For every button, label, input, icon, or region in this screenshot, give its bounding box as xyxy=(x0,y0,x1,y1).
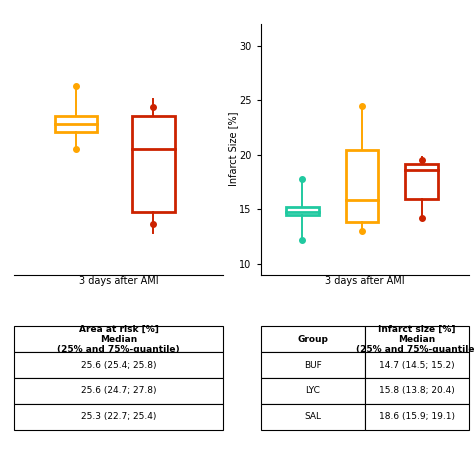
X-axis label: 3 days after AMI: 3 days after AMI xyxy=(79,276,158,286)
FancyBboxPatch shape xyxy=(55,116,97,132)
FancyBboxPatch shape xyxy=(286,207,319,215)
Y-axis label: Infarct Size [%]: Infarct Size [%] xyxy=(228,112,237,186)
FancyBboxPatch shape xyxy=(132,116,174,212)
FancyBboxPatch shape xyxy=(346,150,378,222)
FancyBboxPatch shape xyxy=(405,164,438,199)
X-axis label: 3 days after AMI: 3 days after AMI xyxy=(325,276,405,286)
